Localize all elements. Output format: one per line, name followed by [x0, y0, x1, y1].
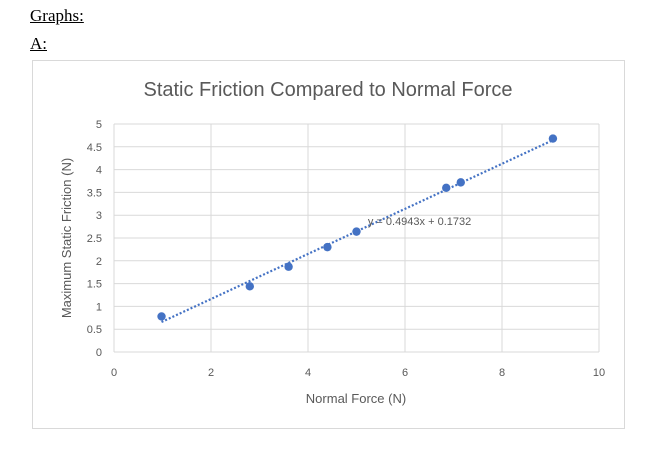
data-point	[352, 227, 361, 236]
y-tick-label: 3	[96, 210, 102, 222]
x-axis-title: Normal Force (N)	[306, 391, 406, 406]
data-point	[284, 262, 293, 271]
graphs-heading: Graphs:	[30, 6, 84, 25]
y-axis-title: Maximum Static Friction (N)	[59, 158, 74, 318]
y-tick-label: 5	[96, 119, 102, 131]
data-point	[323, 242, 332, 252]
y-tick-label: 2	[96, 256, 102, 268]
x-tick-label: 8	[499, 367, 505, 379]
y-tick-label: 1	[96, 301, 102, 313]
y-tick-label: 3.5	[87, 187, 102, 199]
data-point	[548, 134, 558, 143]
x-tick-label: 0	[111, 367, 117, 379]
data-points	[157, 134, 558, 321]
y-tick-label: 2.5	[87, 233, 102, 245]
y-tick-label: 0.5	[87, 324, 102, 336]
trendline-equation: y = 0.4943x + 0.1732	[368, 216, 471, 228]
y-tick-label: 4	[96, 165, 102, 177]
data-point	[245, 282, 254, 291]
chart-title: Static Friction Compared to Normal Force	[143, 79, 512, 101]
data-point	[442, 183, 451, 193]
data-point	[157, 312, 166, 321]
x-tick-label: 6	[402, 367, 408, 379]
x-tick-label: 2	[208, 367, 214, 379]
data-point	[456, 178, 465, 187]
graph-a-label: A:	[30, 34, 47, 53]
y-tick-label: 0	[96, 347, 102, 359]
y-tick-label: 1.5	[87, 279, 102, 291]
y-tick-label: 4.5	[87, 142, 102, 154]
gridlines	[113, 123, 600, 353]
x-tick-label: 4	[305, 367, 311, 379]
x-tick-labels: 0 2 4 6 8 10	[111, 367, 605, 379]
y-tick-labels: 0 0.5 1 1.5 2 2.5 3 3.5 4 4.5 5	[87, 119, 102, 359]
x-tick-label: 10	[593, 367, 605, 379]
